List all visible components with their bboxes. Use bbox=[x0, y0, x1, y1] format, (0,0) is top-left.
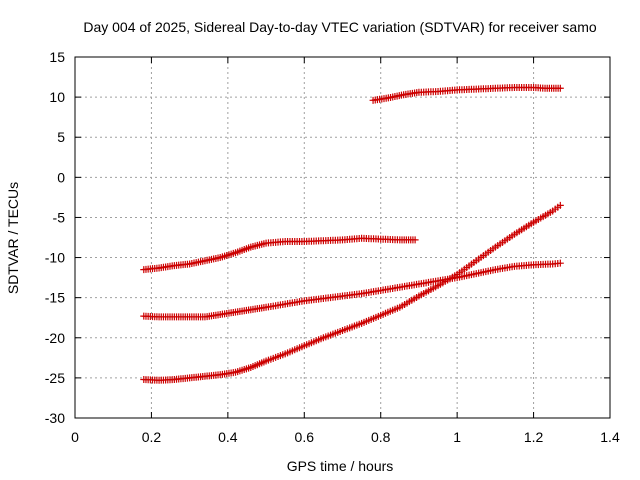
series-satellite-b bbox=[140, 234, 419, 274]
x-tick-label: 0.4 bbox=[218, 429, 238, 445]
plot-border bbox=[74, 56, 611, 419]
y-tick-label: -15 bbox=[45, 290, 65, 306]
x-tick-label: 0.8 bbox=[371, 429, 391, 445]
x-tick-label: 1.4 bbox=[600, 429, 620, 445]
y-tick-label: 10 bbox=[49, 89, 65, 105]
y-tick-label: 5 bbox=[57, 129, 65, 145]
y-tick-label: -10 bbox=[45, 250, 65, 266]
data-point-marker bbox=[411, 236, 419, 244]
y-tick-label: 0 bbox=[57, 169, 65, 185]
y-tick-label: -5 bbox=[53, 209, 66, 225]
x-tick-label: 0.2 bbox=[142, 429, 162, 445]
series-satellite-c bbox=[140, 259, 564, 321]
x-tick-label: 0.6 bbox=[295, 429, 315, 445]
grid-lines bbox=[75, 57, 610, 418]
x-tick-label: 0 bbox=[71, 429, 79, 445]
data-point-marker bbox=[556, 201, 564, 209]
y-tick-label: 15 bbox=[49, 49, 65, 65]
x-axis-title: GPS time / hours bbox=[287, 458, 394, 474]
data-point-marker bbox=[556, 259, 564, 267]
x-tick-label: 1.2 bbox=[524, 429, 544, 445]
x-tick-label: 1 bbox=[453, 429, 461, 445]
chart-title: Day 004 of 2025, Sidereal Day-to-day VTE… bbox=[83, 19, 596, 35]
data-point-marker bbox=[556, 84, 564, 92]
data-series bbox=[140, 83, 564, 384]
y-tick-label: -25 bbox=[45, 370, 65, 386]
x-axis-ticks: 0 0.2 0.4 0.6 0.8 1 1.2 1.4 bbox=[71, 57, 620, 445]
y-axis-ticks: -30 -25 -20 -15 -10 -5 0 5 10 15 bbox=[45, 49, 610, 426]
y-axis-title: SDTVAR / TECUs bbox=[5, 182, 21, 294]
y-tick-label: -30 bbox=[45, 410, 65, 426]
series-satellite-d bbox=[140, 201, 564, 384]
series-satellite-a bbox=[369, 83, 564, 104]
y-tick-label: -20 bbox=[45, 330, 65, 346]
